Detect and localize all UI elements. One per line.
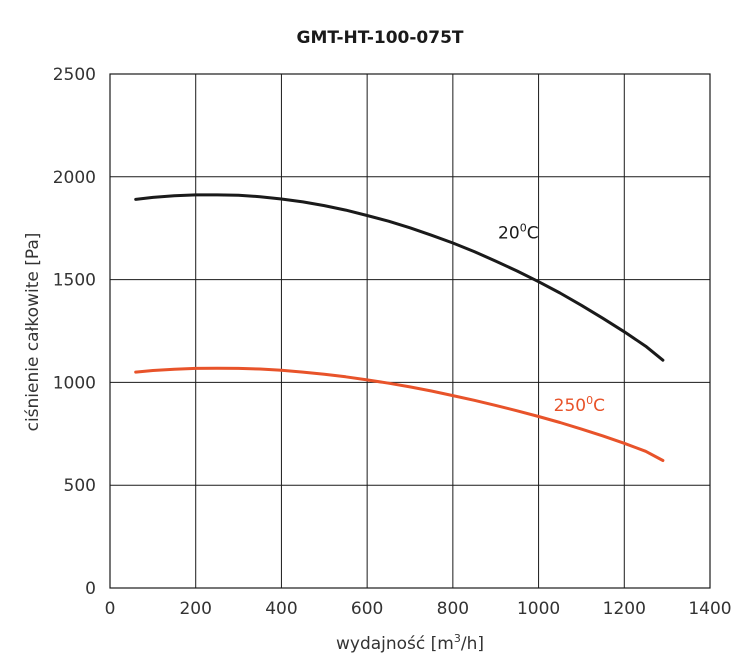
x-tick-label: 600 [351,599,383,619]
x-tick-label: 1200 [603,599,646,619]
grid [109,73,711,589]
y-tick-label: 500 [64,476,96,496]
y-tick-label: 2000 [53,168,96,188]
plot-frame [109,73,711,589]
chart-title: GMT-HT-100-075T [296,28,463,48]
y-tick-label: 0 [85,579,96,599]
series-line-1 [134,366,665,462]
x-tick-label: 0 [105,599,116,619]
y-axis-ticks: 0 500 1000 1500 2000 2500 [53,65,96,599]
x-tick-label: 1000 [517,599,560,619]
x-axis-label-prefix: wydajność [m [336,634,454,654]
y-tick-label: 2500 [53,65,96,85]
x-tick-label: 800 [437,599,469,619]
x-axis-label-sup: 3 [454,632,461,645]
series-line-0 [134,193,665,362]
y-tick-label: 1000 [53,373,96,393]
x-tick-label: 1400 [688,599,731,619]
series-label-1: 2500C [554,394,605,416]
series-layer: 200C 2500C [134,193,665,462]
y-axis-label: ciśnienie całkowite [Pa] [23,233,43,432]
x-axis-label: wydajność [m3/h] [336,632,484,654]
series-label-0: 200C [498,221,539,243]
x-axis-label-suffix: /h] [461,634,484,654]
y-tick-label: 1500 [53,271,96,291]
x-axis-ticks: 0 200 400 600 800 1000 1200 1400 [105,599,732,619]
x-tick-label: 400 [265,599,297,619]
x-tick-label: 200 [179,599,211,619]
